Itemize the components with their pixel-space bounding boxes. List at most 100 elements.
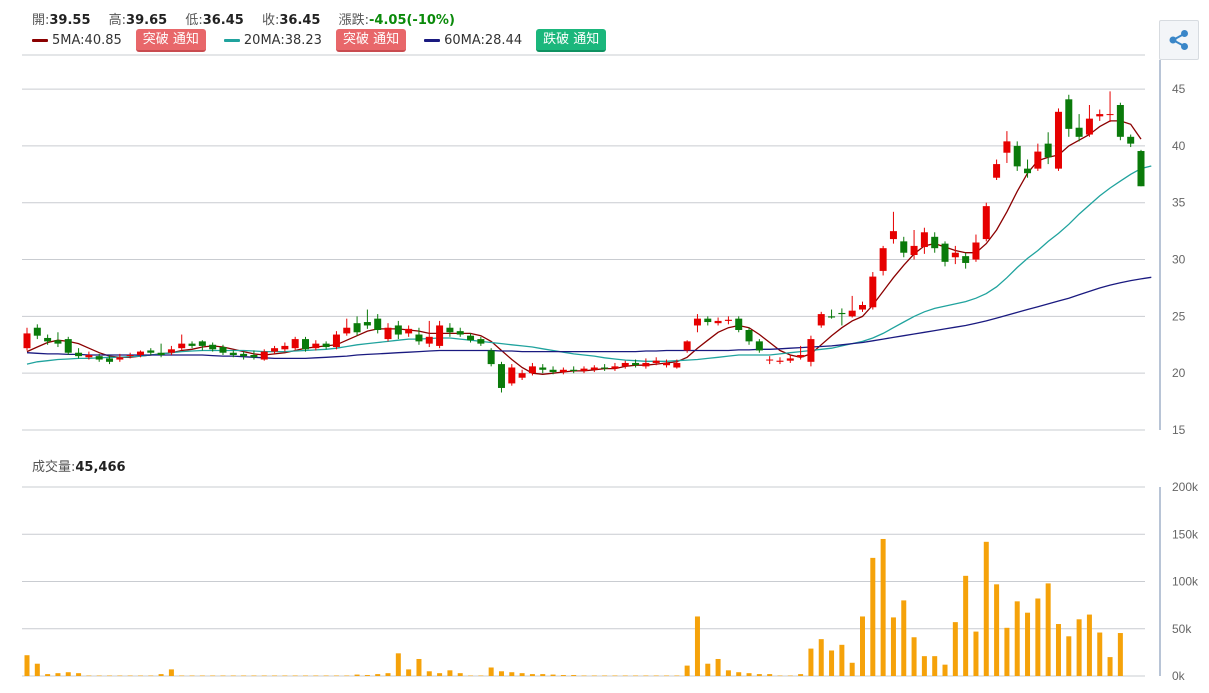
- candle: [993, 159, 1001, 180]
- candle: [879, 245, 887, 276]
- candle-body: [250, 355, 258, 358]
- candle-body: [1054, 111, 1062, 169]
- candle-body: [240, 353, 248, 357]
- candle-body: [663, 362, 671, 366]
- candle-body: [652, 360, 660, 363]
- candle: [786, 355, 794, 363]
- candle-body: [1075, 127, 1083, 137]
- candle-body: [900, 241, 908, 253]
- volume-bar: [261, 675, 267, 677]
- close-label: 收:: [261, 13, 280, 28]
- high-value: 39.65: [126, 13, 168, 28]
- candle-body: [962, 256, 970, 263]
- candle-body: [95, 356, 103, 360]
- candle: [848, 295, 856, 318]
- candle-body: [693, 318, 701, 326]
- candle: [64, 336, 72, 355]
- volume-bar: [1025, 612, 1031, 676]
- candle: [539, 364, 547, 374]
- price-tick-label: 20: [1172, 366, 1186, 380]
- candle-body: [477, 339, 485, 344]
- share-button[interactable]: [1159, 20, 1199, 60]
- candle-body: [467, 335, 475, 341]
- candle-body: [982, 206, 990, 240]
- candle: [704, 316, 712, 326]
- candle-body: [776, 360, 784, 362]
- volume-tick-label: 50k: [1172, 622, 1192, 636]
- candle: [859, 301, 866, 312]
- volume-bar: [34, 663, 40, 676]
- candle-body: [951, 252, 959, 258]
- candle-body: [1003, 141, 1011, 153]
- ma20-breakout-notify-button[interactable]: 突破 通知: [335, 29, 407, 52]
- candle: [446, 323, 454, 337]
- candle-body: [425, 336, 433, 344]
- candle-body: [23, 333, 31, 349]
- volume-bar: [963, 575, 969, 676]
- candle: [621, 360, 629, 369]
- price-axis: 15 20 25 30 35 40 45: [1159, 60, 1186, 437]
- volume-bar: [798, 674, 804, 676]
- volume-bar: [1097, 632, 1103, 676]
- candle: [559, 367, 567, 375]
- volume-bar: [86, 675, 92, 677]
- candle: [1075, 114, 1083, 142]
- volume-bar: [426, 671, 432, 676]
- candle: [755, 339, 763, 353]
- candle: [838, 308, 846, 326]
- candle-body: [570, 369, 578, 371]
- candle-body: [405, 328, 413, 334]
- volume-bar: [179, 675, 185, 677]
- candle-body: [559, 369, 567, 373]
- volume-bar: [148, 675, 154, 677]
- candle: [663, 359, 671, 368]
- candle-body: [415, 334, 423, 342]
- volume-bar: [952, 622, 958, 676]
- candle: [528, 362, 536, 376]
- candle-body: [1044, 143, 1052, 158]
- price-tick-label: 25: [1172, 309, 1186, 323]
- candle: [1013, 141, 1021, 171]
- volume-bar: [437, 673, 443, 676]
- candle-body: [869, 276, 877, 308]
- volume-summary: 成交量:45,466: [32, 456, 126, 475]
- candle-body: [920, 232, 928, 248]
- candle: [920, 227, 928, 254]
- volume-bar: [664, 675, 670, 677]
- candle-body: [188, 343, 196, 346]
- volume-bar: [107, 675, 113, 677]
- candle-body: [497, 364, 505, 388]
- candle-body: [755, 341, 763, 351]
- candle-body: [580, 368, 588, 371]
- candle: [291, 336, 299, 351]
- candle-body: [167, 349, 175, 353]
- volume-bar: [210, 675, 216, 677]
- candle-body: [198, 341, 206, 346]
- candle-body: [260, 351, 268, 360]
- candle-body: [704, 318, 712, 323]
- candle-body: [797, 355, 805, 358]
- candle: [1054, 108, 1062, 171]
- candle-body: [838, 312, 846, 315]
- ma60-breakdown-notify-button[interactable]: 跌破 通知: [536, 29, 607, 52]
- volume-bar: [478, 675, 484, 677]
- volume-tick-label: 150k: [1172, 527, 1199, 541]
- volume-bar: [509, 672, 515, 676]
- candle-body: [219, 347, 227, 353]
- candle: [126, 352, 134, 359]
- price-tick-label: 30: [1172, 253, 1186, 267]
- candle: [467, 333, 475, 343]
- volume-bar: [560, 675, 566, 676]
- candle-body: [291, 339, 299, 349]
- ma5-breakout-notify-button[interactable]: 突破 通知: [135, 29, 206, 52]
- share-icon: [1169, 30, 1188, 50]
- volume-bar: [529, 674, 535, 676]
- candle: [44, 334, 52, 345]
- price-tick-label: 15: [1172, 423, 1186, 437]
- ma60-swatch: [424, 39, 441, 42]
- volume-bar: [983, 541, 989, 676]
- candle-body: [436, 325, 444, 346]
- volume-bar: [385, 673, 391, 676]
- volume-bar: [736, 672, 742, 676]
